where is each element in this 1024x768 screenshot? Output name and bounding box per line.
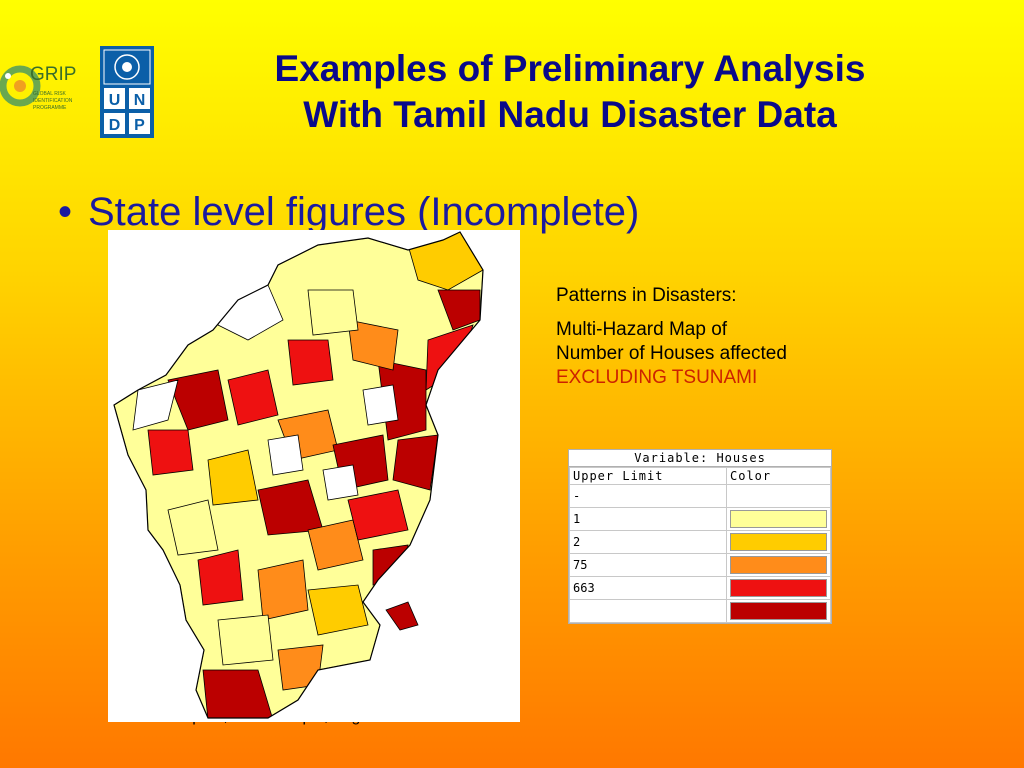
legend-row: 75 [569,553,831,577]
legend-swatch-cell [726,599,831,623]
grip-sub-1: GLOBAL RISK [33,91,67,97]
legend-title: Variable: Houses [569,450,831,467]
grip-sub-2: IDENTIFICATION [33,98,73,104]
bullet-point: • State level figures (Incomplete) [58,190,639,235]
bullet-dot-icon: • [58,190,73,234]
legend-swatch [730,533,827,551]
legend-col-limit: Upper Limit [569,467,727,485]
legend-limit: 2 [569,530,727,554]
legend-swatch [730,579,827,597]
legend-swatch-cell [726,576,831,600]
undp-letter-u: U [109,92,121,109]
legend-limit: 1 [569,507,727,531]
legend-swatch-cell [726,507,831,531]
description-line-1: Multi-Hazard Map of [556,319,728,340]
grip-logo: GRIP GLOBAL RISK IDENTIFICATION PROGRAMM… [0,64,76,111]
legend-table: Upper Limit Color - 1 2 75 663 [569,467,831,623]
legend-limit: 663 [569,576,727,600]
undp-letter-n: N [134,92,146,109]
bullet-text: State level figures (Incomplete) [88,190,640,234]
legend-col-color: Color [726,467,831,485]
description-line-2: Number of Houses affected [556,343,787,364]
legend-swatch [730,556,827,574]
tamil-nadu-map [108,230,520,722]
legend-swatch-cell [726,553,831,577]
legend-row: 663 [569,576,831,600]
slide-title: Examples of Preliminary Analysis With Ta… [180,46,960,138]
title-line-2: With Tamil Nadu Disaster Data [303,94,837,135]
legend-row: 2 [569,530,831,554]
legend-swatch-cell [726,530,831,554]
legend-row [569,599,831,623]
legend-swatch-cell [726,484,831,508]
grip-sub-3: PROGRAMME [33,105,67,111]
legend-limit: - [569,484,727,508]
legend-swatch [730,510,827,528]
legend-row: - [569,484,831,508]
legend-swatch [730,602,827,620]
grip-name: GRIP [30,64,76,85]
undp-letter-p: P [134,117,145,134]
legend-header-row: Upper Limit Color [569,467,831,485]
map-description: Patterns in Disasters: Multi-Hazard Map … [556,284,886,390]
map-legend: Variable: Houses Upper Limit Color - 1 2… [568,449,832,624]
title-line-1: Examples of Preliminary Analysis [274,48,866,89]
legend-limit [569,599,727,623]
logo-area: GRIP GLOBAL RISK IDENTIFICATION PROGRAMM… [0,40,160,140]
undp-logo: U N D P [100,46,154,138]
description-heading: Patterns in Disasters: [556,285,737,306]
description-line-3: EXCLUDING TSUNAMI [556,367,758,388]
undp-letter-d: D [109,117,121,134]
legend-limit: 75 [569,553,727,577]
legend-row: 1 [569,507,831,531]
